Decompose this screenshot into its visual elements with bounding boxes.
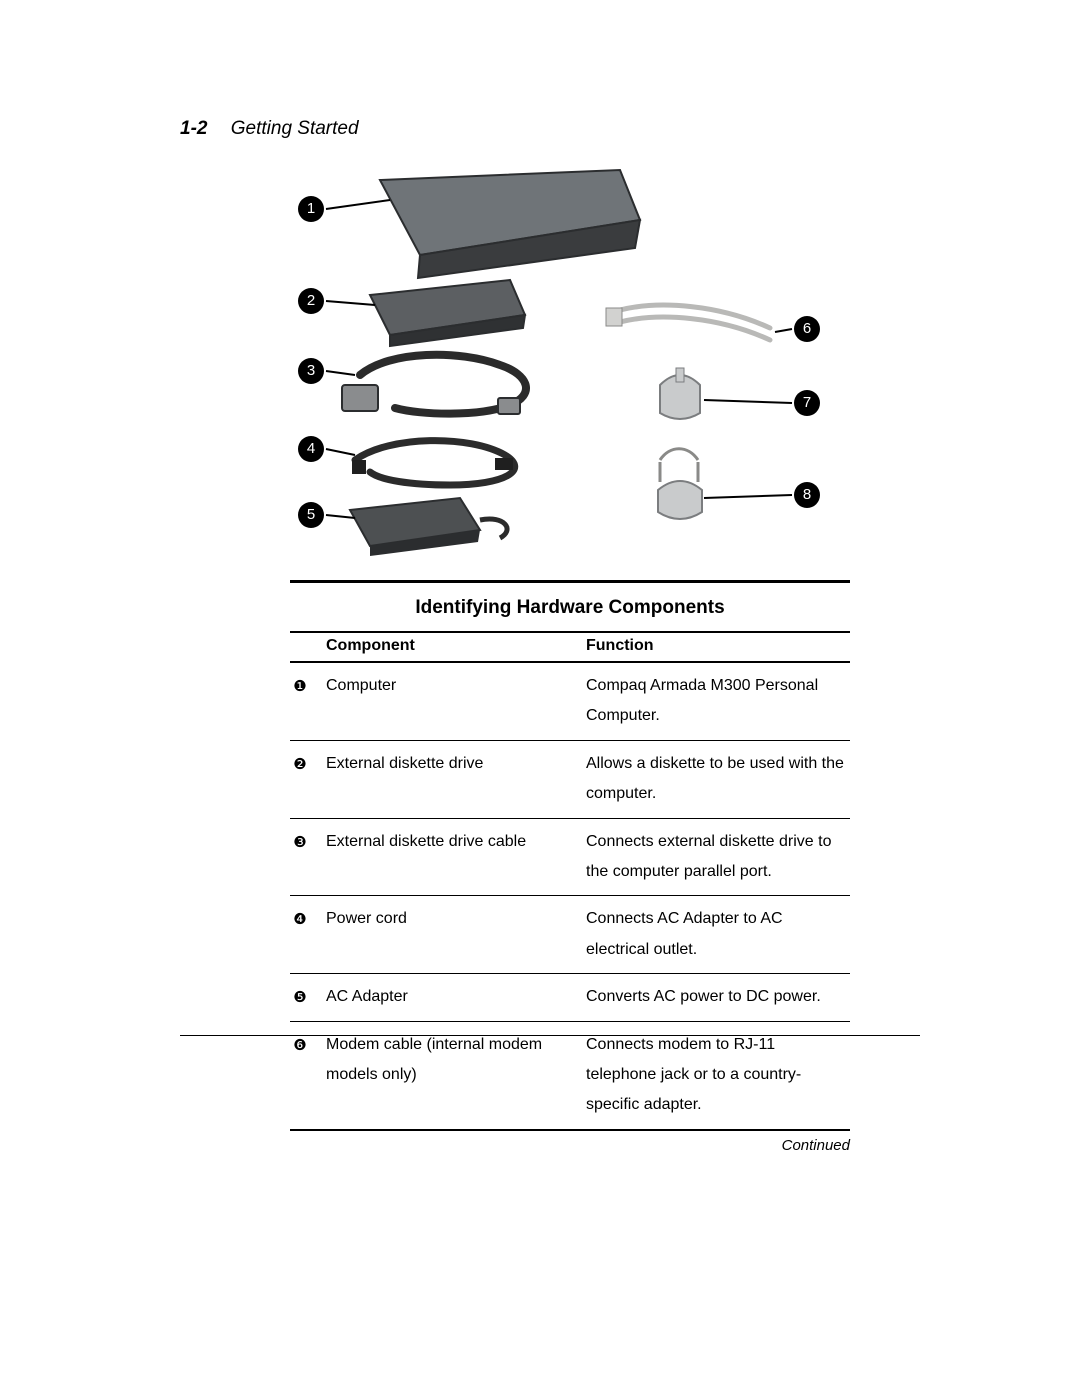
col-header-function: Function — [586, 632, 850, 662]
row-num: ❺ — [290, 988, 310, 1008]
callout-6: 6 — [794, 316, 820, 342]
callout-3: 3 — [298, 358, 324, 384]
table-row: ❺ AC Adapter Converts AC power to DC pow… — [290, 974, 850, 1021]
hardware-svg — [300, 160, 820, 560]
components-table-wrap: Identifying Hardware Components Componen… — [290, 580, 850, 1154]
callout-1: 1 — [298, 196, 324, 222]
row-num: ❹ — [290, 910, 310, 930]
section-title: Getting Started — [231, 118, 359, 139]
row-component: Power cord — [326, 896, 586, 974]
callout-8: 8 — [794, 482, 820, 508]
components-table: Component Function ❶ Computer Compaq Arm… — [290, 631, 850, 1131]
row-function: Connects external diskette drive to the … — [586, 818, 850, 896]
row-num: ❶ — [290, 677, 310, 697]
table-row: ❹ Power cord Connects AC Adapter to AC e… — [290, 896, 850, 974]
row-num: ❻ — [290, 1036, 310, 1056]
table-row: ❻ Modem cable (internal modem models onl… — [290, 1021, 850, 1130]
page-number: 1-2 — [180, 118, 207, 139]
table-title: Identifying Hardware Components — [290, 597, 850, 619]
col-header-blank — [290, 632, 326, 662]
table-top-rule — [290, 580, 850, 583]
callout-7: 7 — [794, 390, 820, 416]
row-function: Allows a diskette to be used with the co… — [586, 740, 850, 818]
table-row: ❷ External diskette drive Allows a diske… — [290, 740, 850, 818]
row-function: Converts AC power to DC power. — [586, 974, 850, 1021]
callout-2: 2 — [298, 288, 324, 314]
col-header-component: Component — [326, 632, 586, 662]
table-row: ❶ Computer Compaq Armada M300 Personal C… — [290, 662, 850, 740]
row-component: External diskette drive cable — [326, 818, 586, 896]
row-function: Compaq Armada M300 Personal Computer. — [586, 662, 850, 740]
callout-4: 4 — [298, 436, 324, 462]
row-function: Connects modem to RJ-11 telephone jack o… — [586, 1021, 850, 1130]
callout-5: 5 — [298, 502, 324, 528]
row-component: AC Adapter — [326, 974, 586, 1021]
row-component: External diskette drive — [326, 740, 586, 818]
page-header: 1-2 Getting Started — [180, 118, 359, 140]
row-component: Modem cable (internal modem models only) — [326, 1021, 586, 1130]
footer-rule — [180, 1035, 920, 1036]
continued-label: Continued — [290, 1137, 850, 1154]
row-num: ❷ — [290, 755, 310, 775]
table-row: ❸ External diskette drive cable Connects… — [290, 818, 850, 896]
row-function: Connects AC Adapter to AC electrical out… — [586, 896, 850, 974]
row-component: Computer — [326, 662, 586, 740]
row-num: ❸ — [290, 833, 310, 853]
hardware-illustration: 1 2 3 4 5 6 7 8 — [300, 160, 820, 560]
